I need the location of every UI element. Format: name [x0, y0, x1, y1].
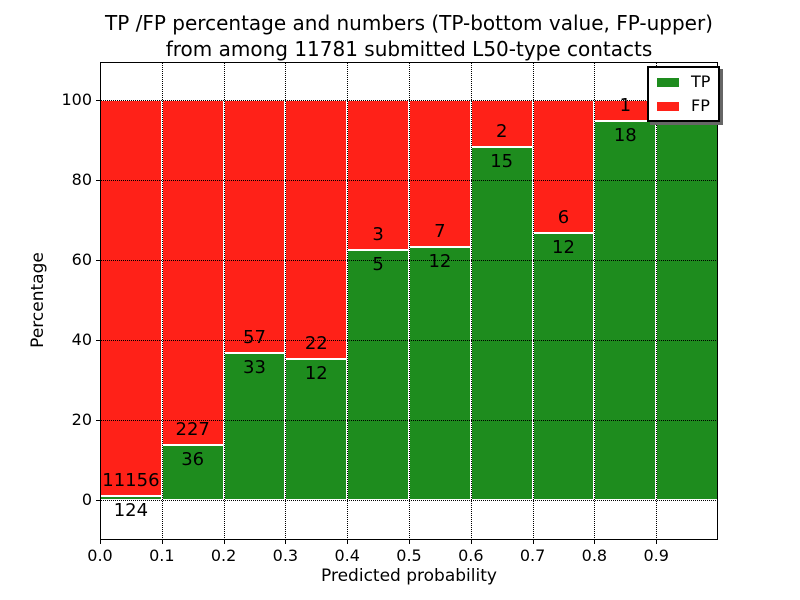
bar-segment-tp — [594, 121, 657, 500]
bar-label-fp: 227 — [175, 419, 210, 441]
x-gridline — [409, 62, 410, 540]
bar-label-fp: 11156 — [102, 469, 160, 491]
y-tick-label: 60 — [71, 250, 92, 269]
bar-label-tp: 5 — [372, 254, 384, 275]
bar-segment-fp — [532, 100, 595, 234]
x-tick-label: 0.4 — [334, 546, 360, 565]
bar-label-tp: 18 — [613, 125, 637, 147]
bar-label-tp: 15 — [490, 151, 514, 173]
y-tick-mark — [96, 420, 100, 421]
bar-segment-tp — [161, 445, 224, 500]
bar-segment-tp — [285, 358, 348, 500]
x-tick-label: 0.9 — [643, 546, 669, 565]
bar-label-tp: 36 — [181, 449, 205, 471]
x-tick-label: 0.1 — [149, 546, 175, 565]
bar-label-fp: 1 — [619, 95, 632, 117]
y-tick-mark — [96, 180, 100, 181]
x-tick-label: 0.2 — [210, 546, 237, 565]
bar-label-tp: 12 — [304, 362, 328, 384]
bar-segment-fp — [285, 100, 348, 359]
legend-item-fp: FP — [657, 98, 710, 114]
bar-segment-fp — [161, 100, 224, 446]
legend: TP FP — [647, 66, 721, 122]
y-tick-mark — [96, 500, 100, 501]
y-tick-label: 0 — [81, 490, 92, 509]
x-tick-mark — [223, 540, 225, 544]
bar-segment-tp — [656, 100, 718, 500]
x-gridline — [532, 62, 534, 540]
bar-label-fp: 6 — [557, 207, 570, 229]
x-tick-label: 0.3 — [272, 546, 299, 565]
bar-segment-tp — [223, 353, 286, 500]
x-gridline — [100, 62, 101, 540]
x-tick-mark — [532, 540, 534, 544]
x-tick-label: 0.8 — [581, 546, 608, 565]
y-tick-label: 20 — [71, 410, 92, 429]
bar-segment-fp — [223, 100, 286, 354]
bar-label-fp: 7 — [434, 221, 446, 243]
x-tick-label: 0.6 — [458, 546, 484, 565]
x-gridline — [656, 62, 658, 540]
y-gridline — [100, 180, 718, 181]
bar-segment-tp — [409, 247, 471, 500]
x-axis-label: Predicted probability — [321, 566, 497, 586]
x-tick-mark — [161, 540, 163, 544]
x-tick-mark — [656, 540, 658, 544]
x-gridline — [285, 62, 287, 540]
bar-label-tp: 12 — [428, 251, 452, 273]
bar-segment-fp — [100, 100, 162, 496]
y-gridline — [100, 340, 718, 341]
x-tick-label: 0.7 — [519, 546, 546, 565]
chart-title: TP /FP percentage and numbers (TP-bottom… — [100, 10, 718, 62]
y-tick-label: 80 — [71, 170, 92, 189]
y-gridline — [100, 100, 718, 101]
y-axis-label: Percentage — [28, 252, 48, 348]
y-tick-mark — [96, 100, 100, 101]
x-tick-label: 0.5 — [396, 546, 422, 565]
bar-label-tp: 12 — [552, 237, 575, 259]
legend-item-tp: TP — [657, 74, 710, 90]
bar-label-fp: 22 — [304, 332, 328, 354]
bar-segment-tp — [347, 250, 409, 500]
bar-segment-tp — [532, 233, 595, 500]
x-gridline — [161, 62, 163, 540]
y-gridline — [100, 260, 718, 261]
x-tick-label: 0.0 — [87, 546, 113, 565]
x-gridline — [223, 62, 225, 540]
y-tick-mark — [96, 260, 100, 261]
legend-label-tp: TP — [691, 72, 711, 91]
legend-label-fp: FP — [691, 96, 710, 115]
bar-label-tp: 124 — [113, 499, 149, 521]
x-tick-mark — [409, 540, 410, 544]
legend-swatch-fp-icon — [657, 101, 679, 111]
x-gridline — [347, 62, 349, 540]
chart-title-line1: TP /FP percentage and numbers (TP-bottom… — [105, 11, 713, 35]
bar-label-fp: 3 — [372, 224, 384, 245]
x-gridline — [470, 62, 472, 540]
x-tick-mark — [285, 540, 287, 544]
x-gridline — [594, 62, 596, 540]
y-tick-mark — [96, 340, 100, 341]
x-tick-mark — [594, 540, 596, 544]
x-tick-mark — [100, 540, 101, 544]
bar-label-tp: 33 — [243, 357, 266, 379]
bar-label-fp: 2 — [495, 121, 508, 143]
x-tick-mark — [347, 540, 349, 544]
x-tick-mark — [470, 540, 472, 544]
y-tick-label: 40 — [71, 330, 92, 349]
y-tick-label: 100 — [61, 90, 92, 109]
y-gridline — [100, 500, 718, 501]
bar-segment-tp — [470, 147, 533, 500]
chart-title-line2: from among 11781 submitted L50-type cont… — [165, 37, 653, 61]
y-gridline — [100, 420, 718, 421]
bar-label-fp: 57 — [243, 327, 266, 349]
legend-swatch-tp-icon — [657, 77, 679, 87]
